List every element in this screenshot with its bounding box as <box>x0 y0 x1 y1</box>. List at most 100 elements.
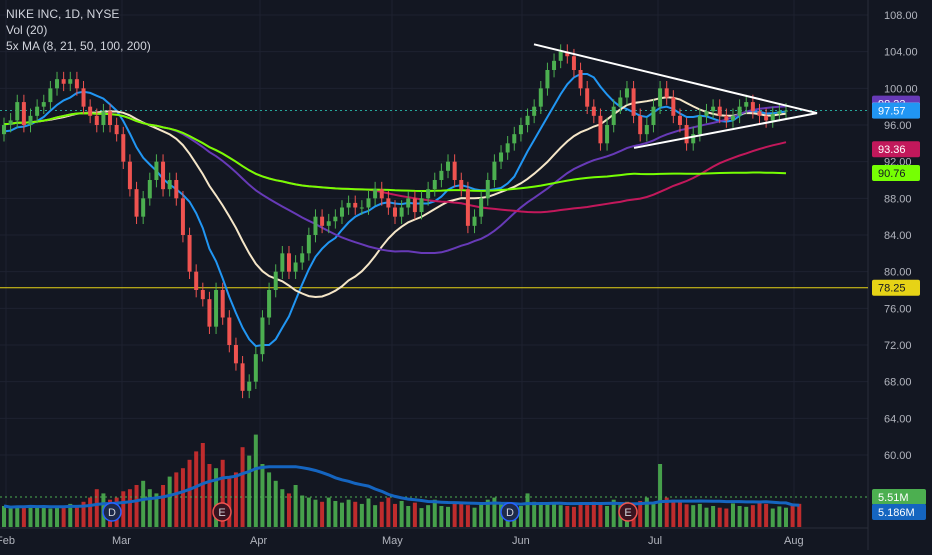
candle-body[interactable] <box>134 189 139 217</box>
candle-body[interactable] <box>578 70 583 89</box>
candle-body[interactable] <box>784 110 788 112</box>
candle-body[interactable] <box>724 115 729 121</box>
legend-symbol[interactable]: NIKE INC, 1D, NYSE <box>6 7 120 21</box>
candle-body[interactable] <box>194 271 199 290</box>
candle-body[interactable] <box>585 88 590 107</box>
candle-body[interactable] <box>770 114 775 121</box>
legend-volume[interactable]: Vol (20) <box>6 23 48 37</box>
candle-body[interactable] <box>61 79 66 84</box>
candle-body[interactable] <box>366 198 371 208</box>
candle-body[interactable] <box>446 161 451 171</box>
candle-body[interactable] <box>697 115 702 135</box>
candle-body[interactable] <box>94 115 99 125</box>
candle-body[interactable] <box>631 88 636 116</box>
candle-body[interactable] <box>240 363 245 391</box>
legend-ma[interactable]: 5x MA (8, 21, 50, 100, 200) <box>6 39 151 53</box>
candle-body[interactable] <box>412 198 417 213</box>
candle-body[interactable] <box>499 152 504 162</box>
candle-body[interactable] <box>48 88 53 103</box>
candle-body[interactable] <box>180 198 185 235</box>
candle-body[interactable] <box>618 97 623 107</box>
candle-body[interactable] <box>558 51 563 61</box>
candle-body[interactable] <box>472 216 477 226</box>
candle-body[interactable] <box>406 198 411 208</box>
candle-body[interactable] <box>353 202 358 208</box>
candle-body[interactable] <box>267 290 272 318</box>
candle-body[interactable] <box>611 106 616 125</box>
candle-body[interactable] <box>220 290 225 318</box>
triangle-pattern[interactable] <box>533 43 818 149</box>
candle-body[interactable] <box>393 207 397 217</box>
candle-body[interactable] <box>74 79 79 89</box>
candle-body[interactable] <box>658 88 663 107</box>
candle-body[interactable] <box>247 381 252 391</box>
candle-body[interactable] <box>108 111 113 125</box>
candle-body[interactable] <box>127 161 132 190</box>
candle-body[interactable] <box>605 125 610 144</box>
candle-body[interactable] <box>346 202 351 208</box>
candle-body[interactable] <box>439 170 444 180</box>
candle-body[interactable] <box>552 60 557 70</box>
candle-body[interactable] <box>750 102 755 112</box>
candle-body[interactable] <box>227 317 232 346</box>
candle-body[interactable] <box>161 161 166 190</box>
candle-body[interactable] <box>167 180 172 190</box>
candle-body[interactable] <box>114 125 119 135</box>
candle-body[interactable] <box>147 180 152 199</box>
candle-body[interactable] <box>154 161 159 180</box>
candle-body[interactable] <box>207 299 212 327</box>
candle-body[interactable] <box>671 97 676 116</box>
candle-body[interactable] <box>174 180 179 199</box>
candle-body[interactable] <box>571 56 576 70</box>
candle-body[interactable] <box>379 189 384 199</box>
candle-body[interactable] <box>373 189 378 199</box>
candle-body[interactable] <box>260 317 265 355</box>
candle-body[interactable] <box>320 216 325 226</box>
candle-body[interactable] <box>644 125 649 135</box>
candle-body[interactable] <box>452 161 457 180</box>
candle-body[interactable] <box>419 198 424 213</box>
candle-body[interactable] <box>386 198 391 208</box>
candle-body[interactable] <box>214 290 219 327</box>
candle-body[interactable] <box>512 134 517 144</box>
candle-body[interactable] <box>717 106 722 116</box>
dividend-marker[interactable]: D <box>102 502 122 522</box>
candle-body[interactable] <box>187 235 192 272</box>
candle-body[interactable] <box>505 143 510 153</box>
candle-body[interactable] <box>359 207 364 209</box>
candle-body[interactable] <box>651 106 656 125</box>
candle-body[interactable] <box>28 115 33 125</box>
candle-body[interactable] <box>141 198 146 217</box>
candle-body[interactable] <box>737 106 742 116</box>
candle-body[interactable] <box>479 198 484 217</box>
candle-body[interactable] <box>764 115 769 121</box>
candle-body[interactable] <box>8 120 13 125</box>
candle-body[interactable] <box>326 221 331 226</box>
candle-body[interactable] <box>518 125 523 135</box>
candle-body[interactable] <box>233 345 238 364</box>
candle-body[interactable] <box>88 106 93 116</box>
candle-body[interactable] <box>545 70 550 89</box>
candle-body[interactable] <box>253 354 258 382</box>
candle-body[interactable] <box>426 189 431 199</box>
candle-body[interactable] <box>485 180 490 199</box>
candle-body[interactable] <box>677 115 682 125</box>
ma-line-5[interactable] <box>3 112 787 192</box>
candle-body[interactable] <box>15 102 20 121</box>
candle-body[interactable] <box>333 216 338 222</box>
candle-body[interactable] <box>121 134 126 162</box>
candle-body[interactable] <box>744 102 749 107</box>
candle-body[interactable] <box>68 79 73 84</box>
candle-body[interactable] <box>21 102 26 125</box>
candle-body[interactable] <box>664 88 669 98</box>
candle-body[interactable] <box>624 88 629 98</box>
candle-body[interactable] <box>286 253 291 272</box>
candle-body[interactable] <box>492 161 497 180</box>
candle-body[interactable] <box>306 235 311 254</box>
candle-body[interactable] <box>591 106 596 116</box>
candle-body[interactable] <box>81 88 86 107</box>
candle-body[interactable] <box>55 79 60 89</box>
ma-line-2[interactable] <box>3 96 787 299</box>
candle-body[interactable] <box>730 115 735 121</box>
